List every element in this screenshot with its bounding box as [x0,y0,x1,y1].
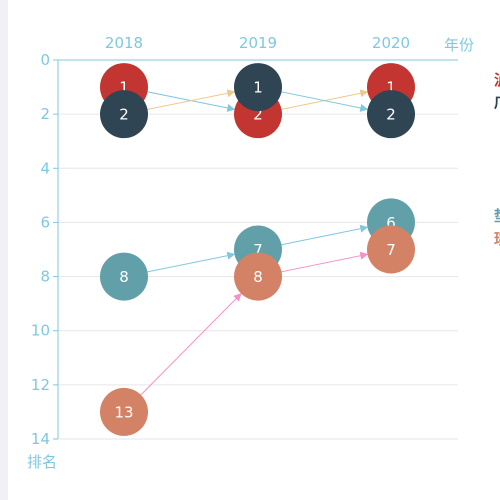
y-tick-label: 12 [31,376,50,394]
rank-node [100,252,148,301]
y-tick-label: 0 [40,51,50,69]
rank-node-label: 2 [253,106,263,124]
rank-node-label: 7 [386,241,396,259]
x-tick-label: 2018 [105,34,143,52]
rank-node-label: 1 [386,79,396,97]
rank-node-label: 2 [386,106,396,124]
y-tick-label: 8 [40,268,50,286]
rank-node [100,90,148,139]
y-tick-label: 4 [40,159,50,177]
rank-node [234,252,282,301]
rank-node [367,90,415,139]
legend-entry[interactable]: 泸 [494,71,500,89]
rank-node-label: 2 [119,106,129,124]
rank-node-label: 8 [253,268,263,286]
legend-entry[interactable]: 广 [494,93,500,111]
y-tick-label: 14 [31,430,50,448]
y-tick-label: 2 [40,105,50,123]
x-tick-label: 2020 [372,34,410,52]
rank-node [367,225,415,274]
legend: 泸广垫珙 [494,71,500,248]
rank-nodes: 1 2 8 13 2 1 7 8 1 2 6 7 [100,63,415,436]
y-axis-name: 排名 [27,453,57,471]
rank-node [100,387,148,436]
rank-link [123,293,242,413]
rank-node-label: 13 [114,403,133,421]
rank-node-label: 7 [253,241,263,259]
rank-node-label: 1 [119,79,129,97]
rank-node-label: 8 [119,268,129,286]
x-axis-name: 年份 [444,36,474,54]
rank-node-label: 6 [386,214,396,232]
rank-node-label: 1 [253,79,263,97]
legend-entry[interactable]: 垫 [494,207,500,225]
x-tick-label: 2019 [239,34,277,52]
left-edge-strip [0,0,8,500]
y-tick-label: 6 [40,213,50,231]
rank-node [234,63,282,112]
y-tick-label: 10 [31,322,50,340]
legend-entry[interactable]: 珙 [494,230,500,248]
